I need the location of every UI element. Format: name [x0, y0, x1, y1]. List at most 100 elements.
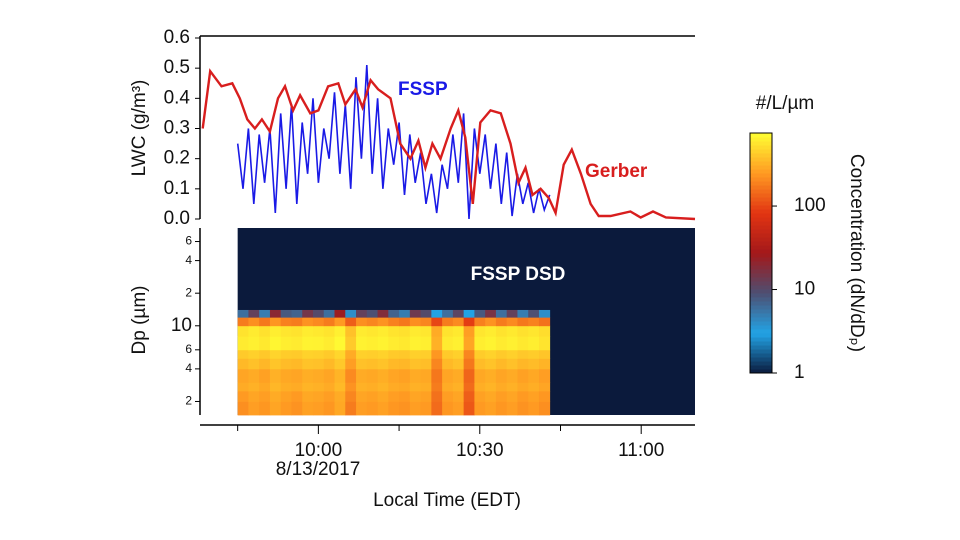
heatmap-cell — [538, 325, 551, 337]
heatmap-cell — [431, 349, 443, 359]
heatmap-cell — [506, 390, 518, 402]
heatmap-cell — [474, 401, 486, 416]
heatmap-cell — [377, 349, 389, 359]
colorbar-units: #/L/µm — [756, 93, 814, 114]
heatmap-cell — [291, 401, 303, 416]
heatmap-cell — [495, 309, 508, 318]
heatmap-cell — [237, 309, 249, 318]
heatmap-cell — [248, 382, 260, 392]
heatmap-cell — [291, 325, 303, 337]
heatmap-cell — [269, 358, 282, 370]
heatmap-cell — [474, 309, 486, 318]
colorbar-segment — [750, 325, 772, 330]
colorbar-segment — [750, 361, 772, 366]
heatmap-cell — [442, 336, 454, 351]
heatmap-cell — [506, 309, 518, 318]
heatmap-cell — [269, 401, 282, 416]
heatmap-cell — [334, 358, 346, 370]
heatmap-cell — [420, 336, 432, 351]
heatmap-cell — [474, 336, 486, 351]
heatmap-cell — [388, 368, 400, 383]
heatmap-cell — [442, 390, 454, 402]
heatmap-cell — [334, 309, 346, 318]
heatmap-cell — [312, 325, 325, 337]
heatmap-cell — [323, 349, 335, 359]
heatmap-cell — [452, 325, 465, 337]
heatmap-cell — [323, 390, 335, 402]
heatmap-cell — [323, 325, 335, 337]
heatmap-cell — [248, 390, 260, 402]
heatmap-cell — [442, 358, 454, 370]
heatmap-cell — [291, 336, 303, 351]
heatmap-cell — [323, 368, 335, 383]
heatmap-cell — [388, 358, 400, 370]
heatmap-cell — [356, 358, 368, 370]
heatmap-cell — [474, 358, 486, 370]
heatmap-cell — [248, 401, 260, 416]
series-line — [236, 65, 551, 220]
heatmap-cell — [280, 336, 292, 351]
heatmap-cell — [356, 309, 368, 318]
heatmap-cell — [366, 368, 378, 383]
heatmap-cell — [420, 401, 432, 416]
heatmap-cell — [463, 390, 475, 402]
heatmap-cell — [377, 317, 389, 327]
heatmap-cell — [280, 309, 292, 318]
colorbar-segment — [750, 321, 772, 326]
heatmap-cell — [409, 325, 421, 337]
heatmap-cell — [442, 401, 454, 416]
heatmap-cell — [420, 358, 432, 370]
heatmap-cell — [377, 390, 389, 402]
heatmap-cell — [485, 382, 497, 392]
heatmap-cell — [356, 368, 368, 383]
heatmap-cell — [312, 382, 325, 392]
y-tick-label: 0.3 — [164, 118, 190, 139]
heatmap-cell — [345, 349, 357, 359]
colorbar-segment — [750, 149, 772, 154]
colorbar-segment — [750, 313, 772, 318]
heatmap-cell — [538, 382, 551, 392]
heatmap-cell — [259, 309, 271, 318]
heatmap-cell — [269, 325, 282, 337]
heatmap-cell — [452, 349, 465, 359]
heatmap-cell — [495, 349, 508, 359]
heatmap-cell — [237, 390, 249, 402]
heatmap-cell — [506, 317, 518, 327]
heatmap-cell — [356, 325, 368, 337]
heatmap-cell — [431, 336, 443, 351]
heatmap-cell — [388, 317, 400, 327]
heatmap-cell — [431, 401, 443, 416]
y-axis-label: LWC (g/m³) — [129, 80, 150, 177]
heatmap-cell — [388, 336, 400, 351]
heatmap-cell — [517, 358, 529, 370]
heatmap-cell — [377, 336, 389, 351]
colorbar-segment — [750, 161, 772, 166]
heatmap-cell — [259, 401, 271, 416]
heatmap-cell — [420, 325, 432, 337]
heatmap-title: FSSP DSD — [471, 264, 566, 285]
colorbar-segment — [750, 301, 772, 306]
heatmap-cell — [345, 336, 357, 351]
heatmap-cell — [259, 317, 271, 327]
heatmap-cell — [280, 382, 292, 392]
colorbar-segment — [750, 265, 772, 270]
heatmap-cell — [345, 358, 357, 370]
heatmap-cell — [366, 336, 378, 351]
heatmap-cell — [452, 390, 465, 402]
colorbar-segment — [750, 157, 772, 162]
heatmap-cell — [345, 368, 357, 383]
heatmap-cell — [485, 358, 497, 370]
heatmap-cell — [452, 317, 465, 327]
heatmap-cell — [291, 309, 303, 318]
heatmap-cell — [485, 317, 497, 327]
heatmap-cell — [377, 358, 389, 370]
heatmap-cell — [345, 390, 357, 402]
heatmap-cell — [452, 336, 465, 351]
heatmap-cell — [485, 368, 497, 383]
heatmap-cell — [312, 390, 325, 402]
heatmap-cell — [302, 382, 314, 392]
colorbar-segment — [750, 237, 772, 242]
colorbar-segment — [750, 369, 772, 374]
heatmap-cell — [528, 382, 540, 392]
